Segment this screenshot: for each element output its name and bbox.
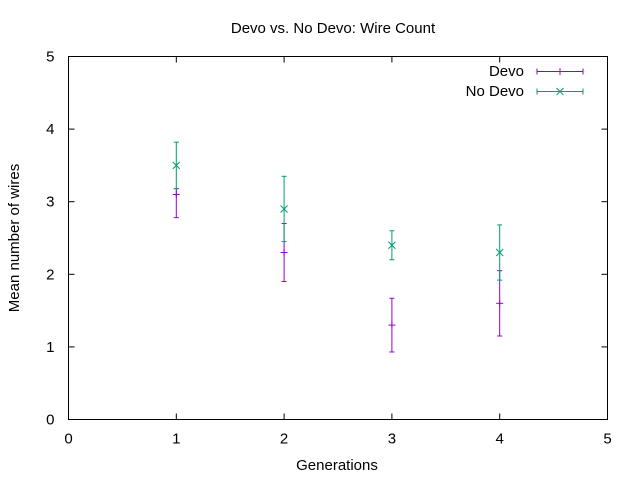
- series-no-devo: [172, 141, 504, 281]
- series-devo: [172, 188, 504, 353]
- legend-entry: No Devo: [466, 83, 584, 100]
- legend-entry: Devo: [489, 63, 584, 80]
- x-tick-label: 1: [172, 431, 180, 448]
- x-tick-label: 3: [388, 431, 396, 448]
- legend-label: No Devo: [466, 83, 524, 100]
- axis-ticks: 0 1 2 3 4 5 0 1 2 3 4 5: [46, 49, 612, 448]
- legend: Devo No Devo: [466, 63, 584, 100]
- legend-marker: [556, 68, 564, 75]
- x-tick-label: 2: [280, 431, 288, 448]
- marker-stroke: [495, 248, 504, 257]
- legend-marker: [556, 87, 564, 96]
- data-point: [496, 299, 504, 307]
- series-layer: [172, 141, 504, 353]
- data-point: [388, 241, 396, 250]
- chart-title: Devo vs. No Devo: Wire Count: [231, 20, 436, 37]
- y-tick-label: 1: [46, 339, 54, 356]
- marker-stroke: [280, 205, 288, 213]
- marker-stroke: [172, 161, 181, 170]
- y-tick-label: 3: [46, 194, 54, 211]
- data-point: [280, 205, 288, 213]
- y-axis-label: Mean number of wires: [6, 164, 23, 312]
- data-point: [172, 190, 180, 198]
- plot-frame: [68, 56, 608, 420]
- y-tick-label: 2: [46, 266, 54, 283]
- x-tick-label: 4: [496, 431, 504, 448]
- x-tick-label: 5: [603, 431, 611, 448]
- y-tick-label: 0: [46, 412, 54, 429]
- x-tick-label: 0: [64, 431, 72, 448]
- data-point: [388, 321, 396, 329]
- y-tick-label: 5: [46, 49, 54, 66]
- y-tick-label: 4: [46, 121, 54, 138]
- data-point: [172, 161, 181, 170]
- legend-label: Devo: [489, 63, 524, 80]
- x-axis-label: Generations: [296, 457, 378, 474]
- data-point: [280, 249, 288, 257]
- marker-stroke: [388, 241, 396, 250]
- marker-stroke: [556, 87, 564, 96]
- data-point: [495, 248, 504, 257]
